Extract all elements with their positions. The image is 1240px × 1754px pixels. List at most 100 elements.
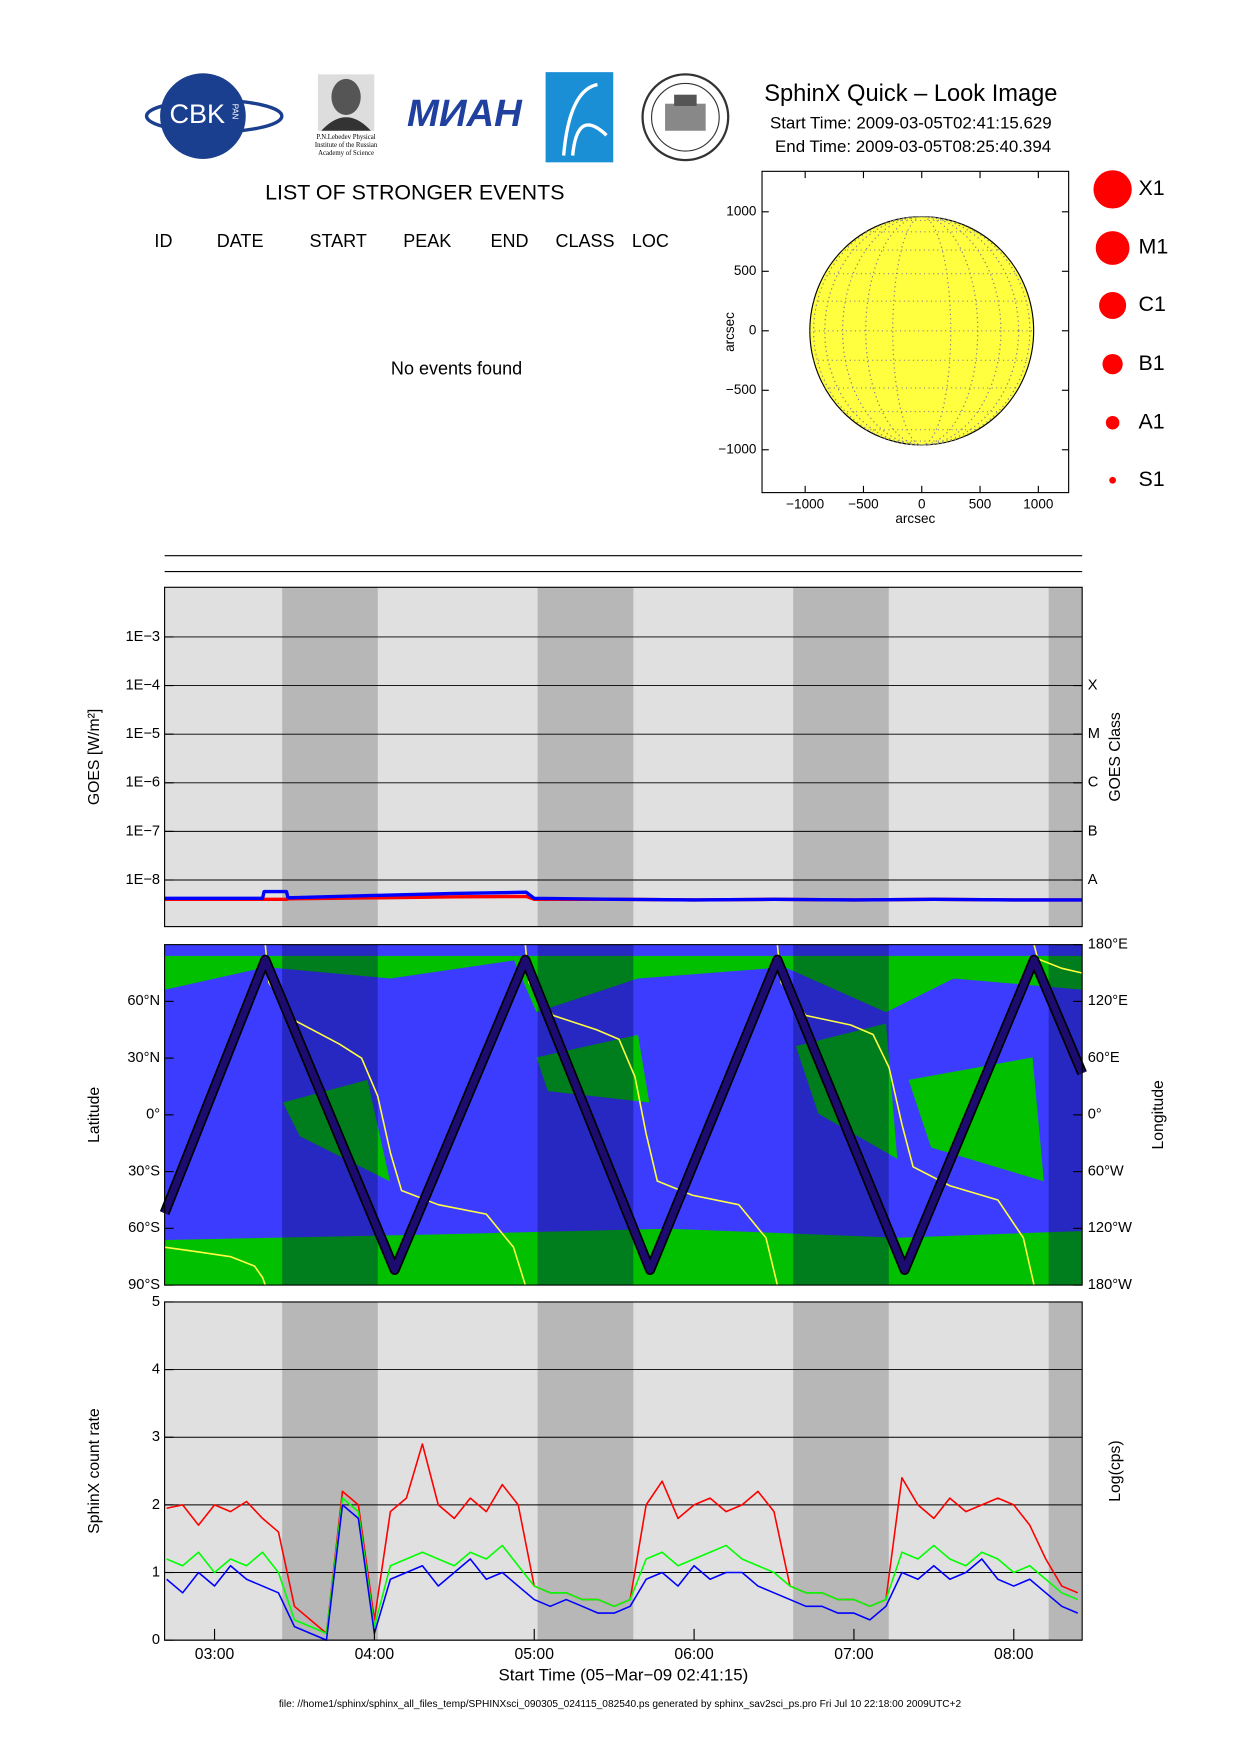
- logo-mian: МИАН: [407, 92, 523, 135]
- y2-tick-label: X: [1088, 677, 1098, 693]
- y2-tick-label: C: [1088, 775, 1099, 791]
- legend-label: A1: [1139, 409, 1165, 433]
- y-axis-label: SphinX count rate: [86, 1408, 103, 1534]
- y-tick-label: 90°S: [128, 1277, 160, 1293]
- y-tick-label: 1E−7: [125, 823, 160, 839]
- y-tick-label: 30°S: [128, 1163, 160, 1179]
- night-band: [282, 1301, 378, 1641]
- x-tick-label: −1000: [786, 497, 824, 512]
- end-time: End Time: 2009-03-05T08:25:40.394: [775, 137, 1051, 156]
- y2-tick-label: B: [1088, 823, 1098, 839]
- logo-text: МИАН: [407, 92, 523, 135]
- legend-marker: [1099, 291, 1127, 320]
- column-header: ID: [154, 231, 172, 251]
- logo-cbk: CBK PAN: [144, 73, 284, 159]
- y-tick-label: 1E−4: [125, 677, 160, 693]
- y-tick-label: 5: [152, 1294, 160, 1310]
- night-band: [793, 587, 889, 927]
- y2-tick-label: M: [1088, 726, 1100, 742]
- y2-tick-label: 60°W: [1088, 1163, 1124, 1179]
- title: SphinX Quick – Look Image: [764, 81, 1057, 107]
- legend-marker: [1109, 476, 1116, 484]
- plot-frame: [164, 586, 1083, 928]
- legend-label: C1: [1139, 292, 1166, 316]
- y-tick-label: 1000: [726, 203, 756, 218]
- legend-marker: [1105, 415, 1120, 430]
- y-tick-label: 30°N: [127, 1050, 160, 1066]
- night-band: [1048, 1301, 1083, 1641]
- y2-axis-label: Longitude: [1150, 1080, 1167, 1149]
- legend-marker: [1102, 353, 1123, 375]
- events-message: No events found: [391, 359, 522, 379]
- plot-frame: [164, 944, 1083, 1286]
- x-tick-label: 03:00: [195, 1646, 235, 1663]
- night-band: [793, 1301, 889, 1641]
- y-tick-label: 1E−6: [125, 775, 160, 791]
- y-tick-label: 1E−5: [125, 726, 160, 742]
- x-tick-label: 05:00: [515, 1646, 555, 1663]
- y-axis-label: arcsec: [722, 312, 737, 352]
- x-tick-label: 08:00: [994, 1646, 1034, 1663]
- logo-caption: Academy of Science: [318, 150, 374, 157]
- region-band: [908, 1057, 1044, 1182]
- y2-tick-label: 180°W: [1088, 1277, 1132, 1293]
- y-tick-label: 0: [152, 1632, 160, 1648]
- y2-tick-label: 60°E: [1088, 1050, 1120, 1066]
- disk-grid: [813, 215, 1031, 446]
- logo-iki: [545, 72, 614, 163]
- column-header: END: [491, 231, 529, 251]
- y2-tick-label: 180°E: [1088, 937, 1128, 953]
- series-line: [166, 1497, 1079, 1635]
- legend-marker: [1095, 231, 1130, 265]
- y-tick-label: 3: [152, 1429, 160, 1445]
- x-axis-label: Start Time (05−Mar−09 02:41:15): [499, 1666, 749, 1685]
- y-axis-label: Latitude: [86, 1087, 103, 1143]
- series-line: [164, 944, 1083, 1286]
- series-line: [164, 889, 1083, 902]
- column-header: PEAK: [403, 231, 451, 251]
- y-tick-label: 60°S: [128, 1220, 160, 1236]
- y2-axis-label: GOES Class: [1107, 712, 1124, 801]
- logo-caption: Institute of the Russian: [315, 142, 378, 149]
- y-axis-label: GOES [W/m²]: [86, 709, 103, 805]
- logo-caption: P.N.Lebedev Physical: [317, 134, 376, 141]
- y2-tick-label: A: [1088, 872, 1098, 888]
- column-header: CLASS: [556, 231, 615, 251]
- plot-frame: [761, 170, 1070, 494]
- plot-background: [164, 1301, 1083, 1641]
- y-tick-label: 1E−8: [125, 872, 160, 888]
- events-title: LIST OF STRONGER EVENTS: [265, 181, 564, 205]
- y-tick-label: 60°N: [127, 993, 160, 1009]
- night-band: [537, 587, 634, 927]
- logo-text: PAN: [230, 104, 239, 120]
- legend-label: M1: [1139, 235, 1169, 259]
- legend-label: B1: [1139, 351, 1165, 375]
- series-line: [166, 1504, 1079, 1641]
- x-tick-label: 07:00: [834, 1646, 874, 1663]
- logo-seal: [641, 73, 730, 162]
- column-header: LOC: [632, 231, 669, 251]
- column-header: DATE: [217, 231, 264, 251]
- y-tick-label: 1E−3: [125, 629, 160, 645]
- x-tick-label: 06:00: [674, 1646, 714, 1663]
- disk-grid: [892, 215, 952, 446]
- y-tick-label: 0°: [146, 1107, 160, 1123]
- x-tick-label: 0: [918, 497, 926, 512]
- y-tick-label: −1000: [718, 441, 756, 456]
- x-tick-label: 04:00: [355, 1646, 395, 1663]
- disk-grid: [824, 215, 1020, 446]
- plot-frame: [164, 1301, 1083, 1641]
- night-band: [1048, 587, 1083, 927]
- y2-tick-label: 120°W: [1088, 1220, 1132, 1236]
- start-time: Start Time: 2009-03-05T02:41:15.629: [770, 113, 1052, 132]
- y2-tick-label: 120°E: [1088, 993, 1128, 1009]
- y2-tick-label: 0°: [1088, 1107, 1102, 1123]
- x-tick-label: −500: [848, 497, 878, 512]
- logo-text: CBK: [169, 99, 225, 129]
- plot-background: [164, 587, 1083, 927]
- night-band: [282, 587, 378, 927]
- y-tick-label: 500: [734, 263, 757, 278]
- x-axis-label: arcsec: [895, 511, 935, 526]
